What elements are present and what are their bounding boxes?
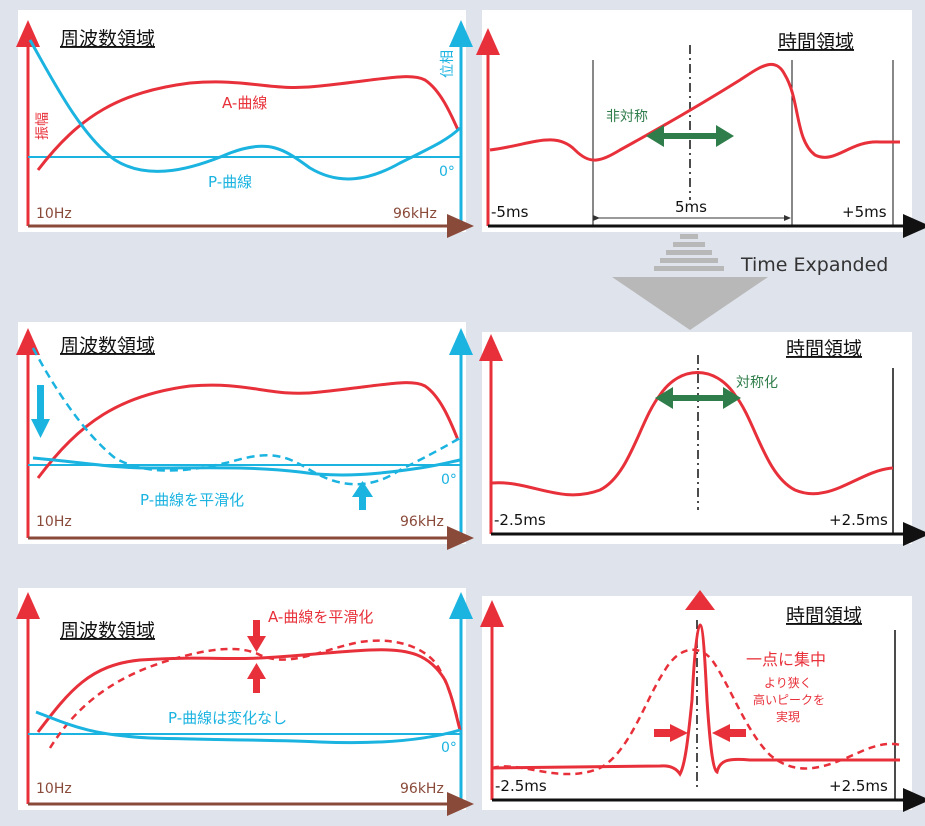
freq-end-label: 96kHz [393,206,437,222]
impulse-response-curve [489,63,900,162]
a-curve [36,75,460,171]
time-end-label: +2.5ms [829,777,888,795]
time-panel-1: 時間領域 非対称 -5ms 5ms +5ms [476,10,925,238]
row-3: 周波数領域 A-曲線を平滑化 P-曲線は変化なし 0° 10Hz 96kHz 時… [15,588,925,816]
arrow-shaft [37,385,44,421]
time-title: 時間領域 [786,605,862,627]
transition-label: Time Expanded [740,254,888,276]
zero-degree-label: 0° [439,164,455,180]
peak-arrow-icon [685,590,715,610]
p-curve [28,39,462,181]
arrow-shaft [253,620,260,638]
smoothed-p-curve [32,456,461,477]
freq-end-label: 96kHz [400,781,444,797]
down-arrow-icon [612,277,768,330]
impulse-response-curve [491,371,894,497]
up-arrow-icon [352,481,373,497]
freq-title: 周波数領域 [60,620,155,642]
freq-panel-2: 周波数領域 P-曲線を平滑化 0° 10Hz 96kHz [15,322,474,550]
freq-end-label: 96kHz [400,514,444,530]
a-curve [36,381,460,479]
stack-bar [673,242,705,247]
zero-degree-label: 0° [441,740,457,756]
time-start-label: -2.5ms [495,777,547,795]
p-curve-label: P-曲線 [208,173,252,191]
panel-background [482,10,912,232]
arrow-shaft [728,729,746,737]
time-end-label: +2.5ms [829,511,888,529]
asymmetric-arrow-left-head [646,125,664,147]
freq-start-label: 10Hz [36,514,72,530]
p-curve-label: P-曲線は変化なし [168,709,287,727]
window-span-label: 5ms [675,198,707,216]
arrow-shaft [359,496,366,510]
up-arrow-icon [247,663,266,679]
right-pointing-arrow-icon [670,724,688,742]
a-curve-label: A-曲線を平滑化 [268,608,373,626]
narrow-note-line-3: 実現 [776,709,800,724]
stack-bar [660,258,718,263]
time-panel-2: 時間領域 対称化 -2.5ms +2.5ms [479,332,925,546]
row-2: 周波数領域 P-曲線を平滑化 0° 10Hz 96kHz 時間領域 対称化 -2… [15,322,925,550]
p-curve-label: P-曲線を平滑化 [140,491,244,509]
time-title: 時間領域 [778,31,854,53]
freq-start-label: 10Hz [36,206,72,222]
freq-panel-1: 周波数領域 振幅 位相 A-曲線 P-曲線 0° 10Hz 96kHz [15,10,474,238]
symmetric-arrow-right-head [723,387,741,409]
freq-start-label: 10Hz [36,781,72,797]
a-curve-label: A-曲線 [222,94,267,112]
narrow-note-line-1: より狭く [764,676,812,690]
freq-title: 周波数領域 [60,335,155,357]
asymmetric-arrow-right-head [716,125,734,147]
panel-background [482,332,912,544]
left-pointing-arrow-icon [712,724,730,742]
p-curve [35,710,461,745]
time-expanded-transition: Time Expanded [612,234,888,330]
stack-bar [666,250,712,255]
concentration-note: 一点に集中 [746,650,826,669]
time-start-label: -2.5ms [494,511,546,529]
symmetric-arrow-left-head [655,387,673,409]
symmetric-note: 対称化 [736,375,778,391]
impulse-response-curve [491,623,900,777]
arrow-shaft [654,729,672,737]
down-arrow-icon [31,419,50,438]
arrow-shaft [253,677,260,693]
narrow-note-line-2: 高いピークを [753,692,825,707]
time-title: 時間領域 [786,338,862,360]
time-panel-3: 時間領域 一点に集中 より狭く 高いピークを 実現 -2.5ms +2.5ms [480,590,925,812]
amplitude-label: 振幅 [35,112,51,140]
down-arrow-icon [247,636,266,652]
stack-bar [680,234,698,239]
time-start-label: -5ms [491,203,529,221]
panel-background [18,10,466,232]
freq-panel-3: 周波数領域 A-曲線を平滑化 P-曲線は変化なし 0° 10Hz 96kHz [15,588,474,816]
freq-title: 周波数領域 [60,28,155,50]
zero-degree-label: 0° [441,472,457,488]
asymmetric-note: 非対称 [606,109,648,125]
time-end-label: +5ms [842,203,887,221]
stack-bar [654,266,724,271]
original-a-curve-dashed [48,639,462,749]
row-1: 周波数領域 振幅 位相 A-曲線 P-曲線 0° 10Hz 96kHz 時間領域… [15,10,925,238]
phase-label: 位相 [440,50,456,78]
panel-background [18,322,466,544]
